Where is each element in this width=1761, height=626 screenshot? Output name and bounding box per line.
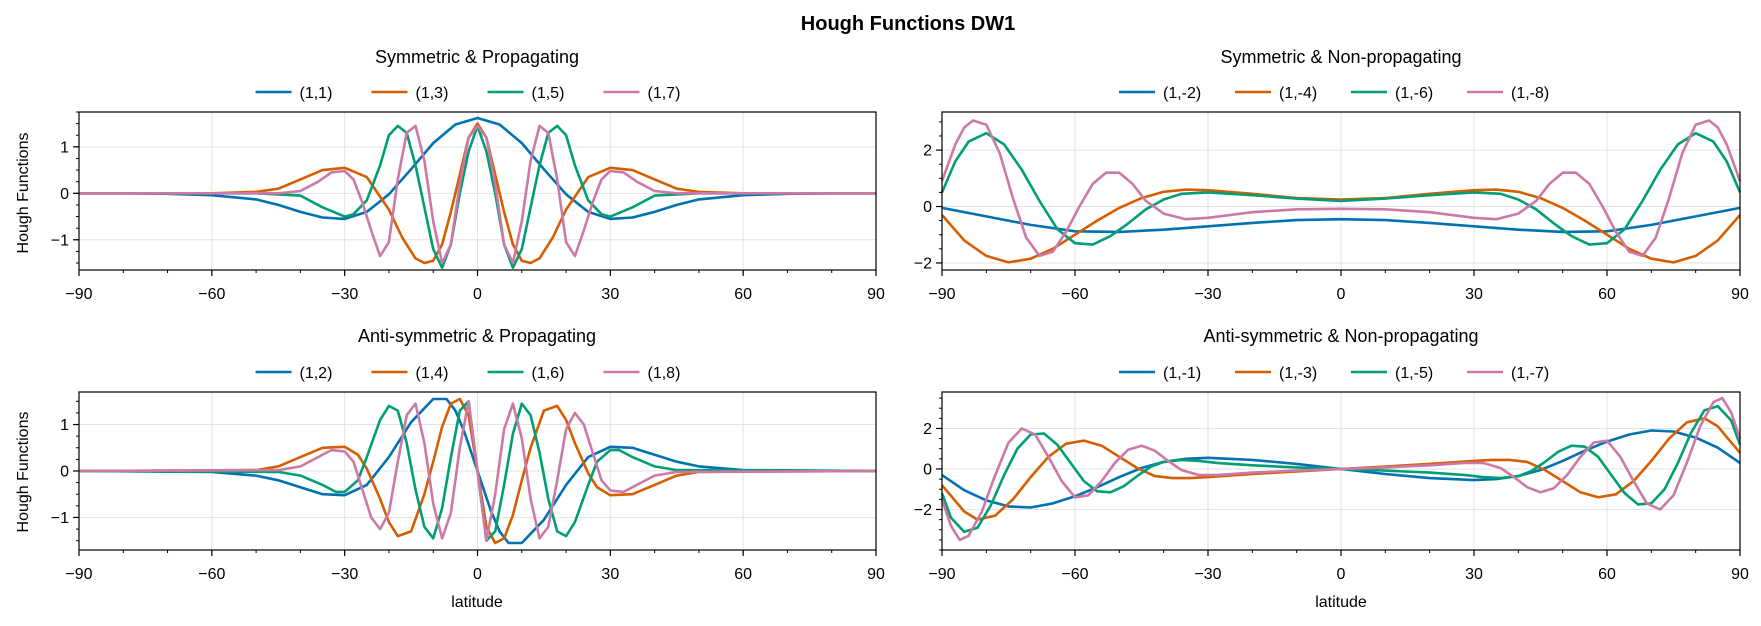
- x-tick-label: 30: [1465, 286, 1483, 303]
- series-line: [940, 396, 1742, 542]
- series-line: [79, 122, 876, 265]
- x-tick-label: −60: [198, 286, 225, 303]
- x-tick-label: −90: [65, 566, 92, 583]
- subplot-symmetric-propagating: Symmetric & Propagating Hough Functions …: [15, 47, 885, 303]
- x-tick-label: −30: [1194, 286, 1221, 303]
- y-tick-label: −1: [51, 232, 69, 249]
- y-tick-label: −1: [51, 510, 69, 527]
- legend-label: (1,-5): [1395, 365, 1433, 382]
- y-tick-label: 0: [60, 464, 69, 481]
- legend-label: (1,-1): [1163, 365, 1201, 382]
- legend-label: (1,-4): [1279, 85, 1317, 102]
- legend-label: (1,-2): [1163, 85, 1201, 102]
- legend-label: (1,-7): [1511, 365, 1549, 382]
- series-line: [79, 124, 876, 265]
- subplot-title: Symmetric & Propagating: [375, 47, 579, 67]
- x-tick-label: −90: [928, 566, 955, 583]
- x-axis-label: latitude: [451, 594, 503, 611]
- x-tick-label: 0: [473, 286, 482, 303]
- x-tick-label: 60: [734, 286, 752, 303]
- x-tick-label: 60: [734, 566, 752, 583]
- series-line: [79, 116, 876, 221]
- series-line: [941, 188, 1741, 264]
- subplot-symmetric-non-propagating: Symmetric & Non-propagating −90 −60 −30 0 30…: [914, 47, 1749, 303]
- legend-label: (1,-6): [1395, 85, 1433, 102]
- y-axis-label: Hough Functions: [15, 412, 32, 533]
- x-tick-label: 0: [1337, 286, 1346, 303]
- x-tick-label: 60: [1598, 286, 1616, 303]
- legend-label: (1,5): [532, 85, 565, 102]
- legend-label: (1,-3): [1279, 365, 1317, 382]
- x-tick-label: −60: [1061, 566, 1088, 583]
- x-tick-label: −90: [65, 286, 92, 303]
- figure-title: Hough Functions DW1: [801, 13, 1015, 35]
- x-tick-label: 30: [601, 286, 619, 303]
- y-tick-label: −2: [914, 502, 932, 519]
- x-tick-label: 0: [473, 566, 482, 583]
- x-tick-label: 90: [867, 566, 885, 583]
- x-tick-label: −30: [331, 566, 358, 583]
- x-tick-label: 60: [1598, 566, 1616, 583]
- legend-label: (1,-8): [1511, 85, 1549, 102]
- subplot-title: Anti-symmetric & Propagating: [358, 326, 596, 346]
- x-tick-label: −30: [1194, 566, 1221, 583]
- y-tick-label: 2: [923, 421, 932, 438]
- subplot-title: Symmetric & Non-propagating: [1220, 47, 1461, 67]
- x-tick-label: −60: [198, 566, 225, 583]
- legend-label: (1,4): [416, 365, 449, 382]
- y-tick-label: −2: [914, 255, 932, 272]
- x-tick-label: 30: [1465, 566, 1483, 583]
- y-tick-label: 1: [60, 417, 69, 434]
- y-axis-label: Hough Functions: [15, 133, 32, 254]
- x-tick-label: −90: [928, 286, 955, 303]
- series-line: [940, 119, 1742, 258]
- y-tick-label: 1: [60, 139, 69, 156]
- x-tick-label: 0: [1337, 566, 1346, 583]
- x-tick-label: −30: [331, 286, 358, 303]
- legend-label: (1,2): [300, 365, 333, 382]
- legend-label: (1,8): [648, 365, 681, 382]
- subplot-anti-symmetric-propagating: Anti-symmetric & Propagating Hough Funct…: [15, 326, 885, 611]
- series-line: [78, 399, 877, 543]
- legend-label: (1,6): [532, 365, 565, 382]
- x-tick-label: 90: [867, 286, 885, 303]
- y-tick-label: 0: [60, 186, 69, 203]
- x-tick-label: −60: [1061, 286, 1088, 303]
- x-axis-label: latitude: [1315, 594, 1367, 611]
- y-tick-label: 2: [923, 143, 932, 160]
- y-tick-label: 0: [923, 461, 932, 478]
- series-line: [940, 131, 1742, 246]
- legend-label: (1,1): [300, 85, 333, 102]
- legend-label: (1,7): [648, 85, 681, 102]
- y-tick-label: 0: [923, 199, 932, 216]
- series-line: [941, 206, 1741, 234]
- subplot-title: Anti-symmetric & Non-propagating: [1203, 326, 1478, 346]
- x-tick-label: 90: [1731, 566, 1749, 583]
- subplot-anti-symmetric-non-propagating: Anti-symmetric & Non-propagating latitud…: [914, 326, 1749, 611]
- legend-label: (1,3): [416, 85, 449, 102]
- x-tick-label: 90: [1731, 286, 1749, 303]
- x-tick-label: 30: [601, 566, 619, 583]
